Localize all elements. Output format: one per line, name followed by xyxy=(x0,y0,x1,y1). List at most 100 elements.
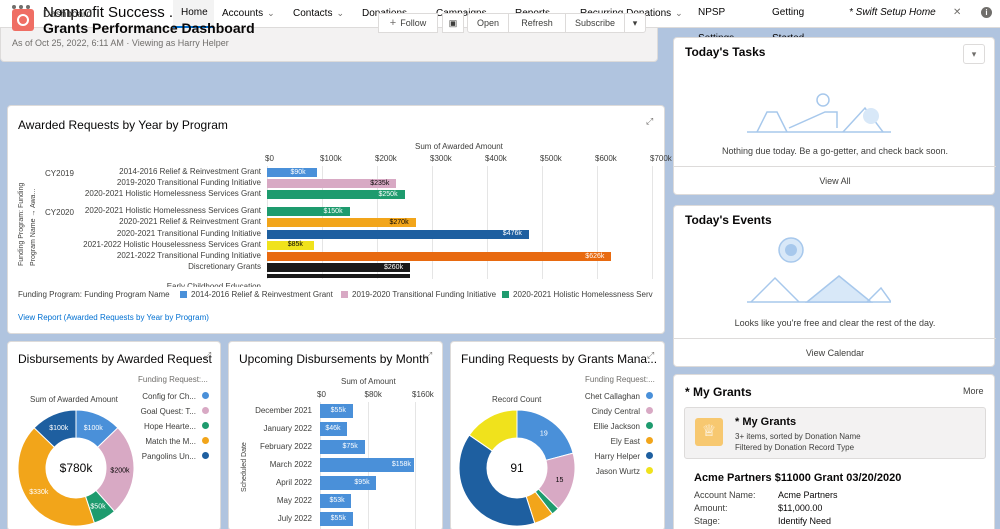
gridline xyxy=(432,166,433,279)
expand-icon[interactable]: ⤢ xyxy=(647,350,655,360)
follow-label: Follow xyxy=(400,18,427,28)
legend-item[interactable]: 2019-2020 Transitional Funding Initiativ… xyxy=(341,290,496,299)
bar-value-label: $55k xyxy=(330,515,346,522)
bar[interactable] xyxy=(267,252,612,261)
bar[interactable] xyxy=(267,190,405,200)
nav-tab-home[interactable]: Home xyxy=(173,0,214,28)
legend-item[interactable]: 2020-2021 Holistic Homelessness Serv xyxy=(502,290,653,299)
bar[interactable] xyxy=(267,218,416,228)
legend-item[interactable]: 2014-2016 Relief & Reinvestment Grant xyxy=(180,290,333,299)
gridline xyxy=(542,166,543,279)
donut-slice[interactable] xyxy=(458,434,536,527)
chevron-down-icon[interactable]: ▾ xyxy=(624,13,646,33)
bar[interactable] xyxy=(320,404,353,418)
legend-item[interactable]: Ellie Jackson xyxy=(576,422,656,431)
bar-value-label: $476k xyxy=(502,230,522,238)
legend-item[interactable]: Cindy Central xyxy=(576,407,656,416)
bar[interactable] xyxy=(267,229,529,239)
follow-button[interactable]: + Follow xyxy=(378,13,438,33)
legend-label: Ely East xyxy=(610,437,640,446)
bar[interactable] xyxy=(267,179,397,189)
nav-tab-getting-started[interactable]: Getting Started xyxy=(763,0,835,44)
legend-item[interactable]: Ely East xyxy=(576,437,656,446)
legend-label: Goal Quest: T... xyxy=(140,407,196,416)
legend-swatch xyxy=(646,392,653,399)
close-tab-icon[interactable]: ✕ xyxy=(953,7,962,18)
view-all-link[interactable]: View All xyxy=(819,176,851,186)
info-icon[interactable]: i xyxy=(981,7,992,18)
chevron-down-icon[interactable]: ▾ xyxy=(963,44,985,64)
dashboard-icon xyxy=(12,9,34,31)
donut-center-label: $780k xyxy=(60,461,94,475)
donut-slice[interactable] xyxy=(468,409,518,452)
bar[interactable] xyxy=(320,422,348,436)
bar[interactable] xyxy=(267,263,410,273)
group-label-cy2019: CY2019 xyxy=(45,169,74,178)
nav-tab-label: * Swift Setup Home xyxy=(849,7,936,18)
legend-swatch xyxy=(180,291,187,298)
bar-category-label: July 2022 xyxy=(277,514,312,523)
bar[interactable] xyxy=(320,458,414,472)
bar-value-label: $75k xyxy=(342,443,358,450)
subscribe-button[interactable]: Subscribe xyxy=(565,13,625,33)
legend-item[interactable]: Config for Ch... xyxy=(132,392,212,401)
donut-slice[interactable] xyxy=(33,409,77,448)
nav-tab-npsp-settings[interactable]: NPSP Settings xyxy=(689,0,759,44)
grant-record-title[interactable]: Acme Partners $11000 Grant 03/20/2020 xyxy=(694,472,902,484)
x-tick-label: $700k xyxy=(650,154,672,163)
awarded-chart-title: Awarded Requests by Year by Program xyxy=(18,118,228,132)
legend-item[interactable]: Hope Hearte... xyxy=(132,422,212,431)
view-calendar-link[interactable]: View Calendar xyxy=(805,348,865,358)
field-label: Account Name: xyxy=(694,490,756,500)
legend-swatch xyxy=(646,407,653,414)
legend-item[interactable]: Harry Helper xyxy=(576,452,656,461)
expand-icon[interactable]: ⤢ xyxy=(204,350,212,360)
open-button[interactable]: Open xyxy=(467,13,509,33)
more-link[interactable]: More xyxy=(963,386,984,396)
x-tick-label: $300k xyxy=(430,154,452,163)
x-tick-label: $100k xyxy=(320,154,342,163)
chevron-down-icon[interactable]: ⌄ xyxy=(267,8,275,18)
bar[interactable] xyxy=(267,207,350,217)
legend-swatch xyxy=(341,291,348,298)
bar[interactable] xyxy=(320,440,365,454)
legend-item[interactable]: Chet Callaghan xyxy=(576,392,656,401)
collaborate-icon[interactable]: ▣ xyxy=(442,13,464,33)
grants-list-header[interactable]: ♕ * My Grants 3+ items, sorted by Donati… xyxy=(684,407,986,459)
legend-label: Match the M... xyxy=(145,437,196,446)
bar[interactable] xyxy=(267,240,314,250)
pie-legend-title: Funding Request:... xyxy=(138,375,208,384)
bar-category-label: Discretionary Grants xyxy=(188,262,261,272)
legend-item[interactable]: Match the M... xyxy=(132,437,212,446)
view-report-link[interactable]: View Report (Awarded Requests by Year by… xyxy=(18,313,209,322)
chevron-down-icon[interactable]: ⌄ xyxy=(675,8,683,18)
refresh-button[interactable]: Refresh xyxy=(508,13,566,33)
bar-category-label: 2020-2021 Holistic Homelessness Services… xyxy=(84,189,261,199)
bar-value-label: $85k xyxy=(287,241,303,249)
nav-tab-accounts[interactable]: Accounts ⌄ xyxy=(213,0,279,28)
bar[interactable] xyxy=(320,494,352,508)
x-tick-label: $200k xyxy=(375,154,397,163)
legend-swatch xyxy=(646,437,653,444)
bar[interactable] xyxy=(267,274,410,279)
bar[interactable] xyxy=(267,168,317,177)
bar[interactable] xyxy=(320,476,377,490)
legend-swatch xyxy=(646,422,653,429)
donut-slice[interactable] xyxy=(17,427,95,527)
legend-item[interactable]: Pangolins Un... xyxy=(132,452,212,461)
bar-category-label: January 2022 xyxy=(263,424,312,433)
nav-tab-contacts[interactable]: Contacts ⌄ xyxy=(284,0,348,28)
bar[interactable] xyxy=(320,512,353,526)
nav-tab-swift-setup-home[interactable]: * Swift Setup Home xyxy=(840,0,970,28)
legend-item[interactable]: Goal Quest: T... xyxy=(132,407,212,416)
slice-value-label: 19 xyxy=(540,431,548,438)
bar-value-label: $270k xyxy=(389,218,409,226)
bar-category-label: March 2022 xyxy=(269,460,312,469)
bar-category-label: February 2022 xyxy=(259,442,312,451)
field-value: Acme Partners xyxy=(778,490,838,500)
nav-tab-label: Home xyxy=(181,7,208,18)
legend-item[interactable]: Jason Wurtz xyxy=(576,467,656,476)
chevron-down-icon[interactable]: ⌄ xyxy=(336,8,345,18)
expand-icon[interactable]: ⤢ xyxy=(425,350,433,360)
expand-icon[interactable]: ⤢ xyxy=(646,116,654,126)
